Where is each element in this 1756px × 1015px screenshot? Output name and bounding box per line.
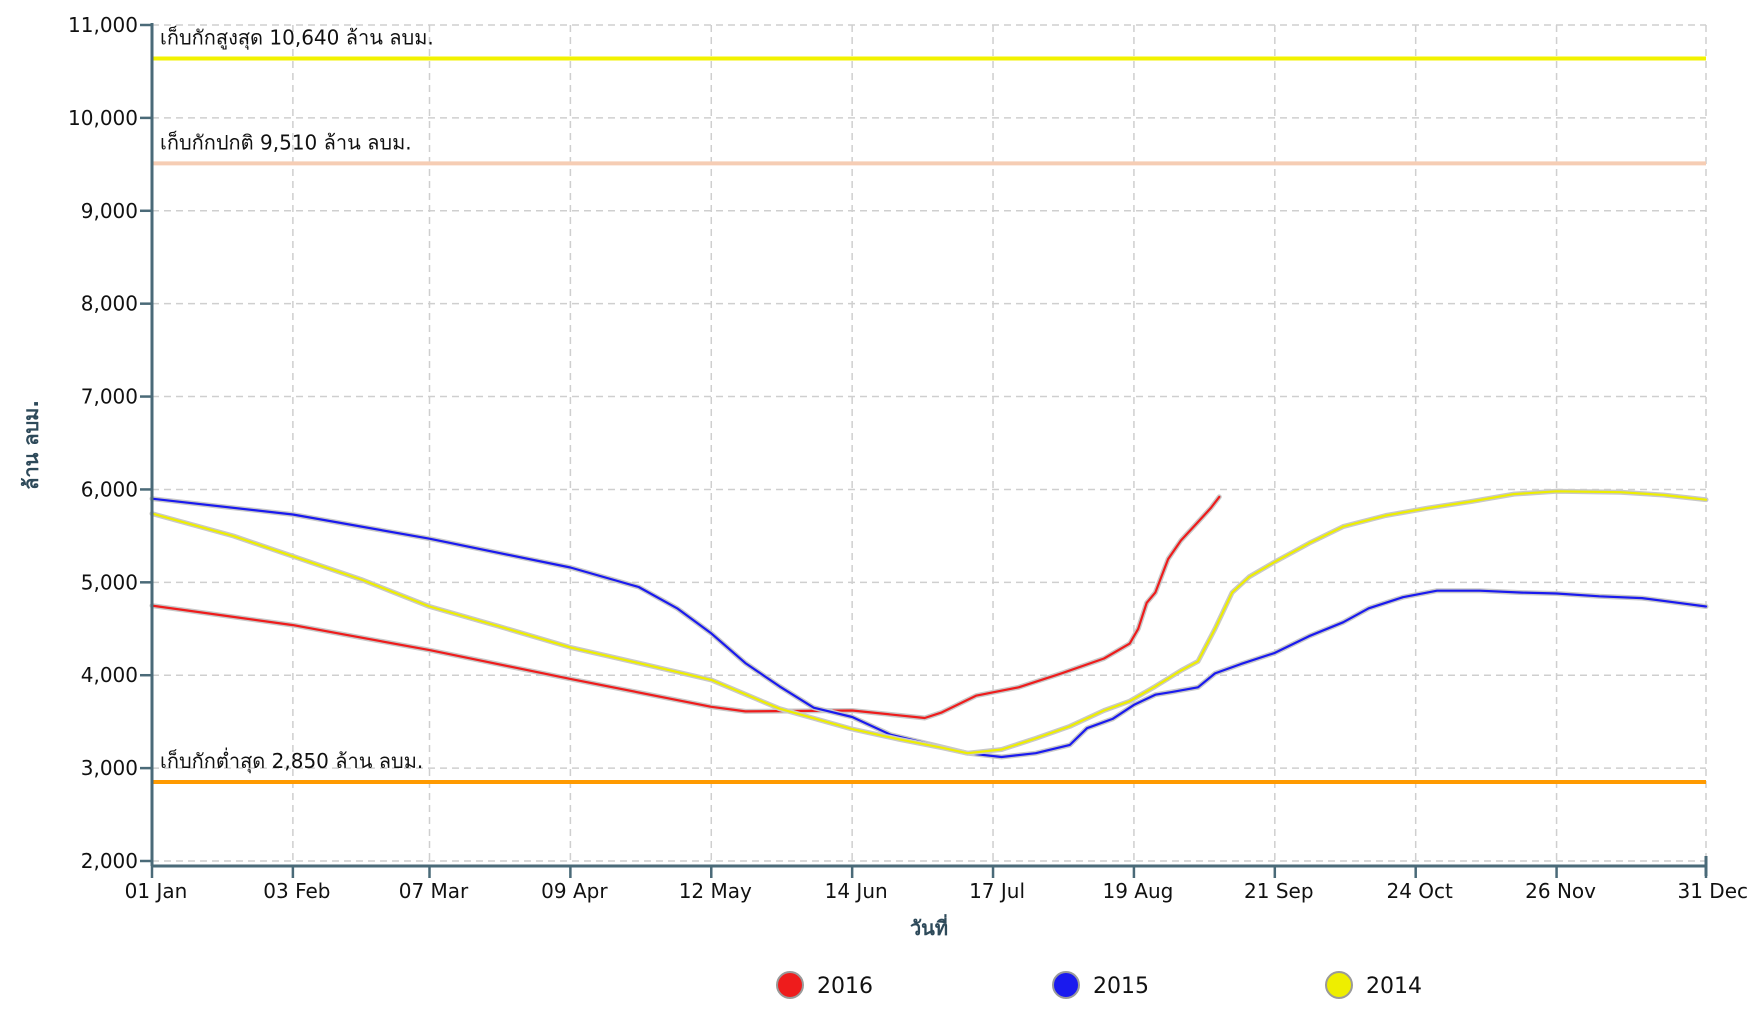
x-tick-label: 17 Jul — [969, 879, 1025, 903]
x-tick-label: 09 Apr — [541, 879, 608, 903]
legend-label: 2014 — [1366, 974, 1422, 999]
reference-lines: เก็บกักสูงสุด 10,640 ล้าน ลบม. เก็บกักปกต… — [152, 24, 1706, 785]
x-tick-label: 31 Dec — [1677, 879, 1748, 903]
x-tick-label: 12 May — [679, 879, 752, 903]
y-tick-label: 8,000 — [81, 292, 138, 316]
y-tick-label: 2,000 — [81, 849, 138, 873]
x-tick-label: 19 Aug — [1102, 879, 1173, 903]
y-axis-title: ล้าน ลบม. — [19, 400, 43, 490]
legend-item-2016[interactable]: 2016 — [776, 971, 873, 999]
y-tick-label: 11,000 — [68, 13, 138, 37]
x-tick-label: 03 Feb — [263, 879, 330, 903]
legend-item-2014[interactable]: 2014 — [1325, 971, 1422, 999]
grid — [151, 24, 1707, 862]
legend-marker — [1052, 971, 1080, 999]
y-tick-label: 7,000 — [81, 385, 138, 409]
series-line-2016 — [150, 495, 1221, 720]
y-tick-label: 4,000 — [81, 663, 138, 687]
x-tick-label: 21 Sep — [1244, 879, 1314, 903]
series-lines — [149, 488, 1709, 760]
y-tick-label: 9,000 — [81, 199, 138, 223]
series-line-2015 — [150, 497, 1708, 759]
y-tick-label: 6,000 — [81, 477, 138, 501]
x-tick-label: 01 Jan — [125, 879, 188, 903]
series-line-shadow — [149, 494, 1222, 721]
x-tick-label: 14 Jun — [825, 879, 888, 903]
legend-marker — [776, 971, 804, 999]
x-tick-label: 07 Mar — [399, 879, 469, 903]
legend-label: 2015 — [1093, 974, 1149, 999]
reference-line-label: เก็บกักปกติ 9,510 ล้าน ลบม. — [160, 129, 412, 154]
legend: 2016 2015 2014 — [776, 971, 1422, 999]
series-line-2014 — [150, 490, 1708, 755]
legend-marker — [1325, 971, 1353, 999]
x-tick-labels: 01 Jan 03 Feb 07 Mar 09 Apr 12 May 14 Jun 17 J… — [125, 866, 1748, 903]
y-tick-label: 5,000 — [81, 570, 138, 594]
x-axis-title: วันที่ — [910, 913, 948, 940]
y-tick-label: 10,000 — [68, 106, 138, 130]
reference-line-label: เก็บกักต่ำสุด 2,850 ล้าน ลบม. — [160, 747, 423, 774]
x-tick-label: 24 Oct — [1386, 879, 1453, 903]
legend-label: 2016 — [817, 974, 873, 999]
y-tick-label: 3,000 — [81, 756, 138, 780]
reference-line-label: เก็บกักสูงสุด 10,640 ล้าน ลบม. — [160, 24, 434, 50]
y-tick-labels: 2,000 3,000 4,000 5,000 6,000 7,000 8,000 9,000… — [68, 13, 152, 873]
legend-item-2015[interactable]: 2015 — [1052, 971, 1149, 999]
x-tick-label: 26 Nov — [1525, 879, 1596, 903]
